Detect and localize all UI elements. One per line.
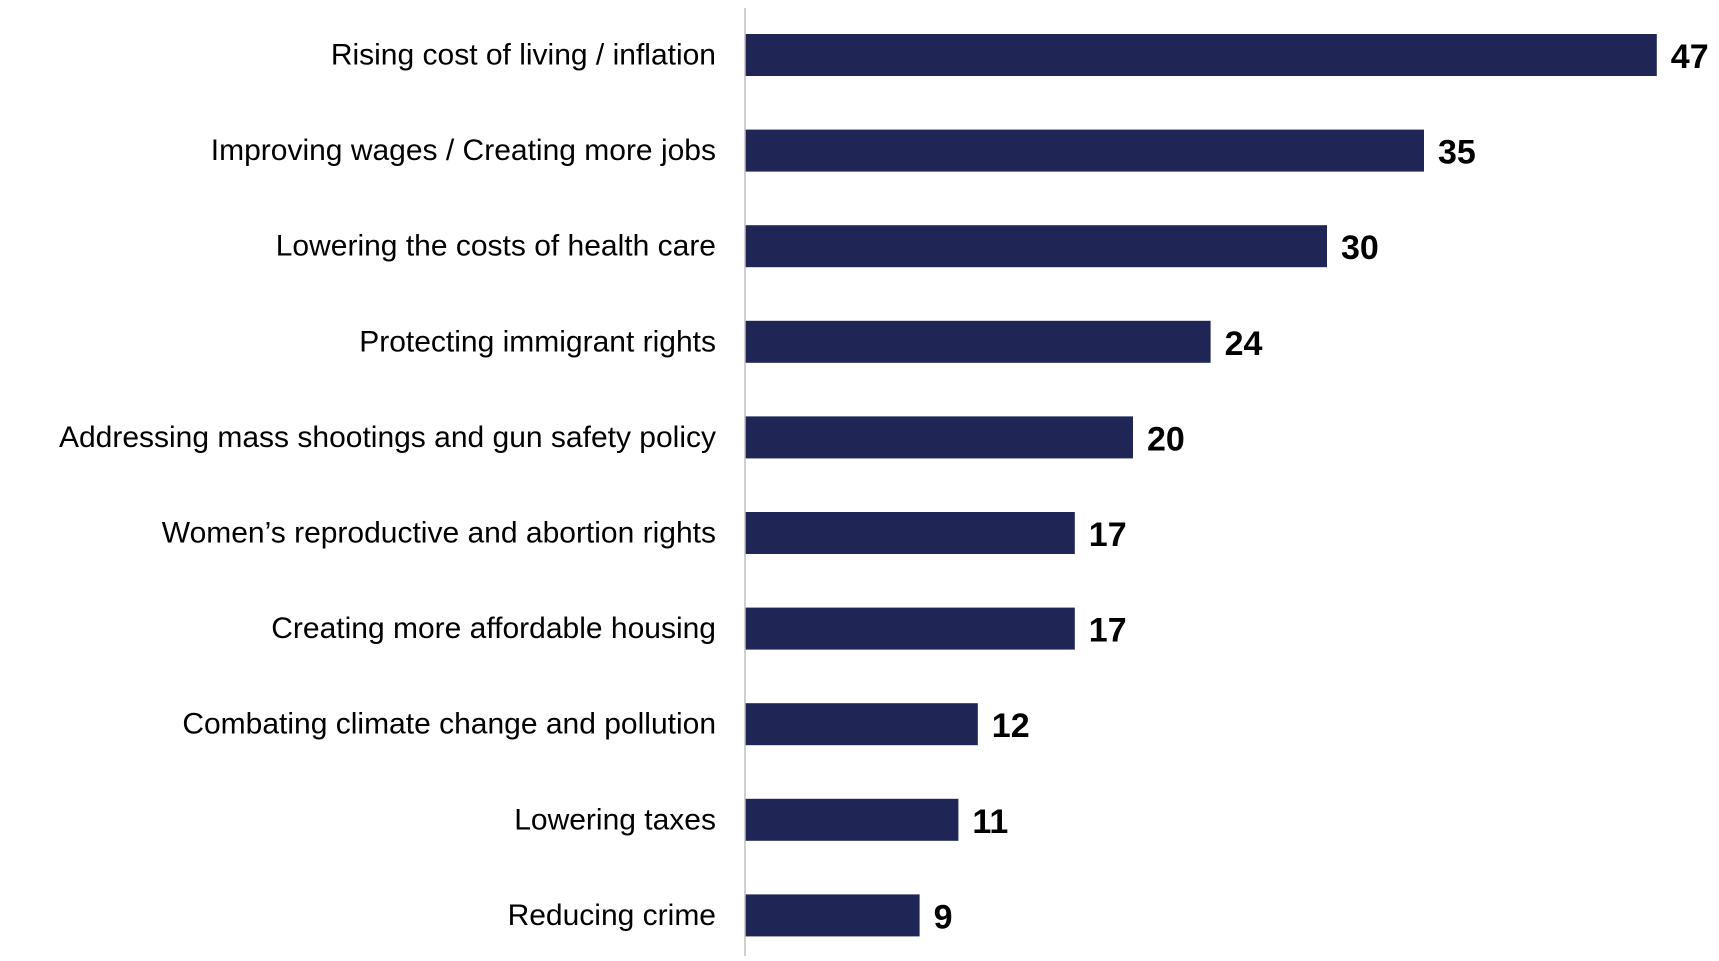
- value-label: 24: [1225, 325, 1263, 363]
- bar: [745, 320, 1211, 363]
- category-label: Lowering taxes: [514, 803, 716, 836]
- bar: [745, 894, 920, 937]
- bar: [745, 607, 1075, 650]
- value-label: 30: [1341, 229, 1379, 267]
- category-label: Lowering the costs of health care: [276, 230, 716, 263]
- value-label: 35: [1438, 134, 1476, 172]
- category-label: Reducing crime: [508, 899, 716, 932]
- bar: [745, 225, 1327, 268]
- value-label: 11: [972, 803, 1008, 841]
- value-label: 17: [1089, 612, 1127, 650]
- category-label: Women’s reproductive and abortion rights: [162, 517, 716, 550]
- value-labels: 47 35 30 24 20 17 17 12 11 9: [934, 38, 1709, 936]
- bar: [745, 34, 1657, 76]
- bar: [745, 416, 1133, 459]
- value-label: 12: [992, 707, 1030, 745]
- category-label: Addressing mass shootings and gun safety…: [59, 421, 716, 454]
- value-label: 47: [1671, 38, 1709, 76]
- bar: [745, 129, 1424, 172]
- category-labels: Rising cost of living / inflation Improvi…: [59, 39, 716, 932]
- value-label: 9: [934, 898, 953, 936]
- bar: [745, 703, 978, 746]
- category-label: Improving wages / Creating more jobs: [211, 134, 716, 167]
- bar: [745, 798, 959, 841]
- category-label: Rising cost of living / inflation: [331, 39, 716, 72]
- category-label: Protecting immigrant rights: [359, 325, 716, 358]
- value-label: 20: [1147, 420, 1185, 458]
- bar: [745, 512, 1075, 554]
- value-label: 17: [1089, 516, 1127, 554]
- bars-layer: [745, 34, 1657, 937]
- category-label: Combating climate change and pollution: [182, 708, 716, 741]
- category-label: Creating more affordable housing: [271, 612, 716, 645]
